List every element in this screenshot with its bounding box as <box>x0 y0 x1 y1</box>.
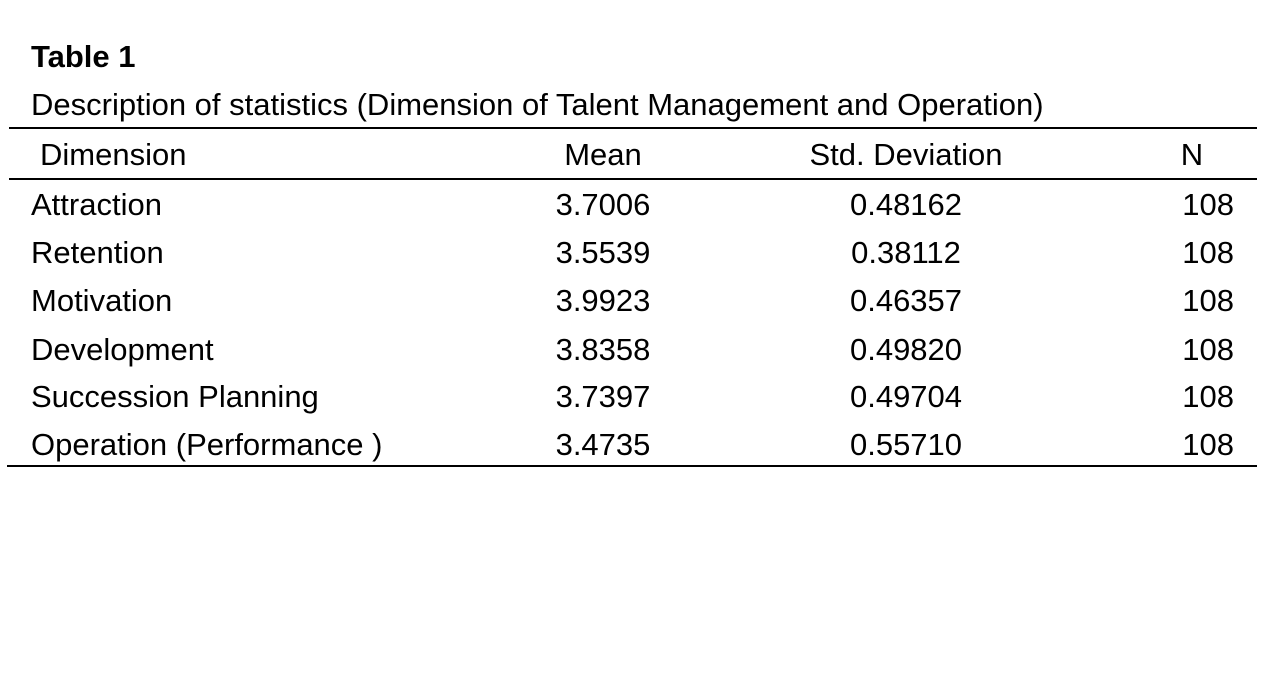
row-std-cell: 0.48162 <box>849 187 963 222</box>
table-top-rule <box>9 127 1257 129</box>
row-n-cell: 108 <box>1182 379 1234 414</box>
row-std-cell: 0.49820 <box>849 332 963 367</box>
row-std-cell: 0.55710 <box>849 427 963 462</box>
row-mean-cell: 3.4735 <box>555 427 651 462</box>
row-std-cell: 0.49704 <box>849 379 963 414</box>
header-std-deviation: Std. Deviation <box>809 137 1003 172</box>
row-dimension-cell: Succession Planning <box>31 379 319 414</box>
row-mean-cell: 3.9923 <box>555 283 651 318</box>
row-dimension-cell: Development <box>31 332 214 367</box>
header-mean: Mean <box>564 137 642 172</box>
row-dimension-cell: Motivation <box>31 283 173 318</box>
row-mean-cell: 3.8358 <box>555 332 651 367</box>
header-n: N <box>1180 137 1204 172</box>
table-bottom-rule <box>7 465 1257 467</box>
row-n-cell: 108 <box>1182 283 1234 318</box>
row-std-cell: 0.38112 <box>851 235 961 270</box>
row-dimension-cell: Retention <box>31 235 164 270</box>
row-n-cell: 108 <box>1182 427 1234 462</box>
row-mean-cell: 3.7397 <box>555 379 651 414</box>
row-std-cell: 0.46357 <box>849 283 963 318</box>
row-mean-cell: 3.7006 <box>555 187 651 222</box>
table-header-rule <box>9 178 1257 180</box>
table-number: Table 1 <box>31 39 136 74</box>
row-n-cell: 108 <box>1182 332 1234 367</box>
row-n-cell: 108 <box>1182 187 1234 222</box>
header-dimension: Dimension <box>40 137 187 172</box>
row-dimension-cell: Attraction <box>31 187 162 222</box>
row-dimension-cell: Operation (Performance ) <box>31 427 383 462</box>
table-caption: Description of statistics (Dimension of … <box>31 87 1044 122</box>
row-n-cell: 108 <box>1182 235 1234 270</box>
row-mean-cell: 3.5539 <box>555 235 651 270</box>
